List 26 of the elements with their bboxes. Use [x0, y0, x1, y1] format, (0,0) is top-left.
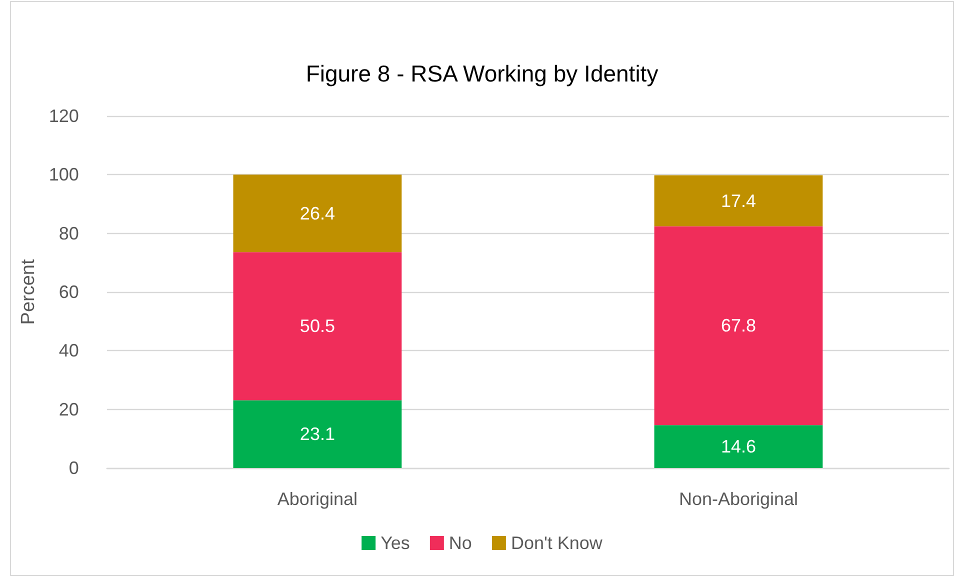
legend-label: Yes — [380, 533, 410, 553]
bar — [654, 175, 823, 226]
y-tick-label: 40 — [58, 340, 79, 361]
legend-label: No — [448, 533, 472, 553]
data-label: 23.1 — [300, 424, 335, 444]
y-axis-title: Percent — [18, 258, 39, 325]
y-tick-label: 120 — [48, 106, 79, 126]
bar — [233, 174, 402, 252]
bar — [233, 400, 402, 468]
y-tick-label: 20 — [58, 399, 79, 420]
data-label: 50.5 — [300, 316, 335, 336]
x-tick-label: Non-Aboriginal — [678, 489, 798, 509]
y-tick-label: 60 — [58, 282, 79, 302]
bar — [654, 226, 823, 426]
y-tick-label: 0 — [68, 458, 79, 478]
data-label: 17.4 — [720, 190, 756, 211]
y-tick-label: 100 — [48, 164, 79, 185]
legend-label: Don't Know — [510, 533, 604, 553]
data-label: 14.6 — [720, 436, 756, 457]
chart-title: Figure 8 - RSA Working by Identity — [306, 60, 659, 86]
data-label: 26.4 — [300, 203, 335, 224]
x-tick-label: Aboriginal — [277, 489, 358, 509]
data-label: 67.8 — [720, 316, 756, 336]
y-tick-label: 80 — [58, 223, 79, 244]
bar — [654, 425, 823, 468]
bar — [233, 252, 402, 400]
